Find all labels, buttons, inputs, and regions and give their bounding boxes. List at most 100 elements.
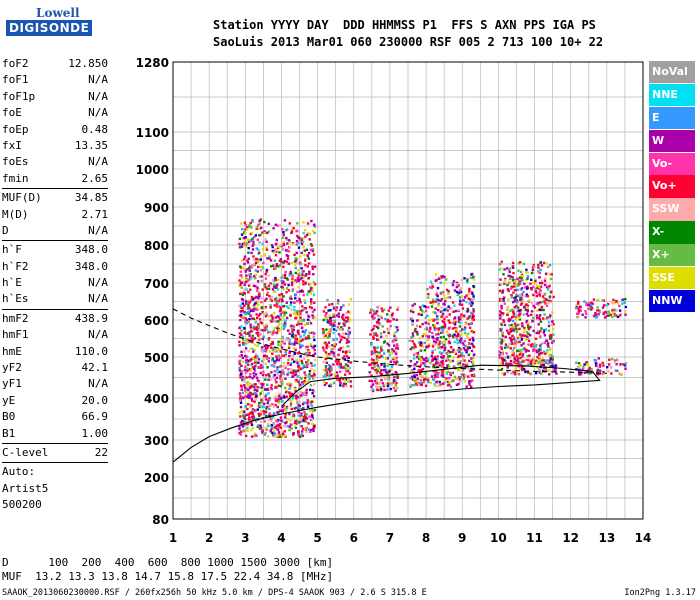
echo-point	[273, 365, 276, 368]
echo-point	[455, 281, 459, 285]
echo-point	[424, 309, 428, 313]
echo-point	[459, 354, 462, 358]
param-value: 2.71	[81, 207, 109, 221]
echo-point	[518, 336, 521, 339]
echo-point	[278, 251, 281, 254]
param-name: yF1	[2, 377, 22, 391]
echo-point	[272, 422, 275, 425]
echo-point	[527, 314, 530, 317]
echo-point	[291, 279, 294, 283]
echo-point	[304, 415, 307, 419]
echo-point	[249, 314, 252, 317]
echo-point	[238, 332, 242, 335]
echo-point	[413, 367, 416, 370]
echo-point	[460, 355, 463, 358]
echo-point	[515, 304, 518, 308]
echo-point	[269, 259, 273, 262]
echo-point	[584, 310, 587, 313]
echo-point	[519, 293, 522, 296]
echo-point	[255, 313, 258, 316]
echo-point	[247, 386, 250, 390]
echo-point	[330, 319, 333, 322]
echo-point	[453, 317, 456, 321]
echo-point	[309, 388, 312, 391]
echo-point	[287, 371, 290, 374]
echo-point	[500, 299, 503, 302]
echo-point	[275, 320, 278, 323]
echo-point	[431, 331, 434, 335]
echo-point	[437, 384, 440, 388]
param-name: foF1	[2, 73, 29, 87]
echo-point	[328, 332, 331, 336]
echo-point	[300, 359, 303, 363]
echo-point	[507, 319, 511, 323]
echo-point	[256, 386, 259, 389]
echo-point	[305, 388, 308, 392]
echo-point	[471, 302, 474, 305]
echo-point	[333, 319, 337, 322]
echo-point	[512, 337, 515, 341]
echo-point	[596, 370, 599, 373]
echo-point	[272, 264, 275, 267]
echo-point	[504, 360, 507, 363]
echo-point	[594, 311, 597, 315]
echo-point	[374, 312, 378, 315]
echo-point	[252, 435, 256, 438]
echo-point	[293, 343, 296, 346]
echo-point	[279, 314, 282, 317]
echo-point	[252, 356, 255, 360]
echo-point	[432, 365, 435, 369]
echo-point	[466, 310, 469, 313]
echo-point	[457, 316, 461, 319]
echo-point	[456, 332, 460, 335]
echo-point	[435, 293, 438, 296]
echo-point	[249, 376, 253, 379]
echo-point	[451, 301, 455, 304]
echo-point	[529, 287, 533, 290]
echo-point	[272, 331, 275, 334]
echo-point	[242, 410, 246, 413]
echo-point	[465, 364, 469, 367]
echo-point	[251, 334, 254, 338]
echo-point	[448, 377, 451, 380]
param-value: 0.48	[81, 122, 109, 136]
echo-point	[549, 314, 552, 317]
echo-point	[243, 389, 247, 392]
echo-point	[313, 390, 316, 393]
echo-point	[286, 305, 289, 308]
echo-point	[524, 350, 528, 353]
echo-point	[275, 358, 279, 361]
echo-point	[265, 297, 268, 300]
echo-point	[419, 363, 423, 367]
echo-point	[290, 361, 293, 365]
echo-point	[595, 364, 598, 367]
echo-point	[327, 309, 330, 312]
echo-point	[504, 335, 507, 339]
echo-point	[598, 363, 602, 366]
echo-point	[443, 382, 446, 385]
echo-point	[532, 357, 535, 360]
echo-point	[332, 323, 335, 326]
echo-point	[531, 285, 535, 289]
echo-point	[281, 370, 284, 374]
echo-point	[287, 289, 291, 292]
echo-point	[624, 367, 627, 370]
echo-point	[387, 375, 391, 378]
echo-point	[298, 340, 301, 344]
echo-point	[245, 332, 248, 335]
echo-point	[448, 296, 452, 299]
echo-point	[240, 333, 243, 336]
echo-point	[310, 404, 313, 407]
echo-point	[437, 328, 441, 331]
x-tick-label: 8	[422, 531, 430, 545]
echo-point	[444, 297, 447, 300]
echo-point	[574, 306, 578, 310]
echo-point	[289, 314, 292, 317]
echo-point	[265, 248, 269, 251]
echo-point	[499, 297, 502, 301]
echo-point	[347, 335, 350, 339]
echo-point	[380, 378, 383, 382]
param-value: N/A	[88, 89, 108, 103]
echo-point	[244, 317, 247, 320]
echo-point	[261, 311, 264, 314]
